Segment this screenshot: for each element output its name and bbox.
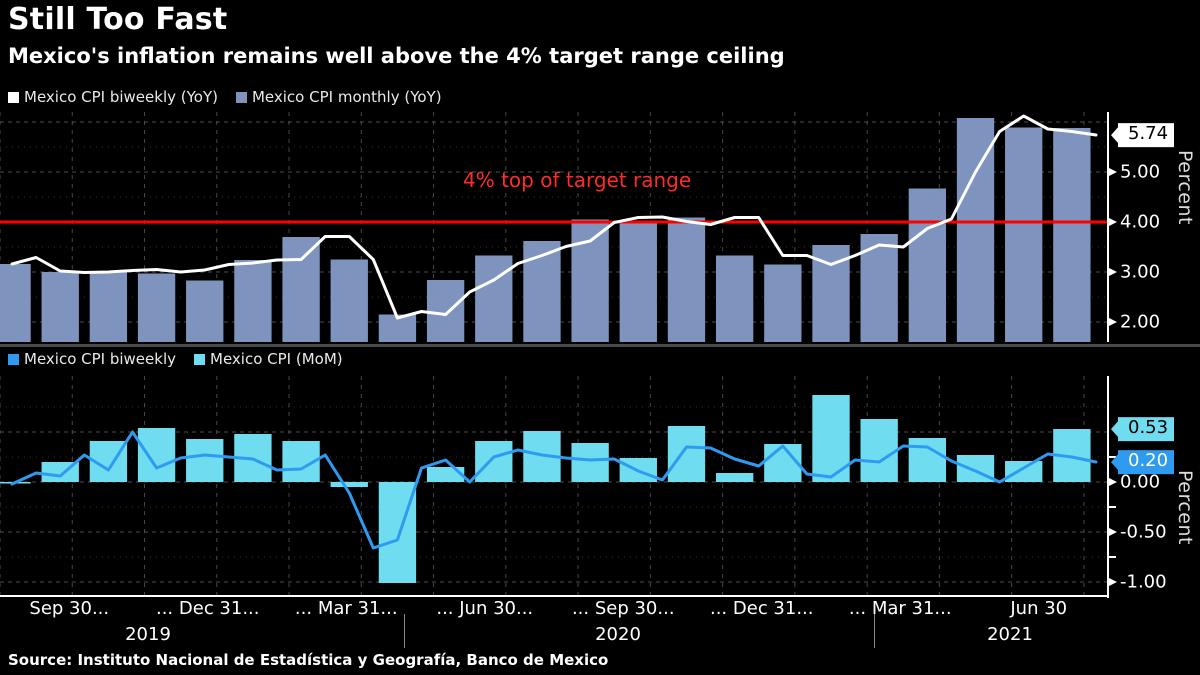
y-tick-marker <box>1109 478 1117 486</box>
legend-label: Mexico CPI monthly (YoY) <box>252 88 442 106</box>
x-tick-label: ... Mar 31... <box>849 598 952 619</box>
page-title: Still Too Fast <box>8 2 227 37</box>
legend-label: Mexico CPI (MoM) <box>210 350 343 368</box>
bar <box>668 218 705 343</box>
y-tick-marker <box>1109 268 1117 276</box>
legend-label: Mexico CPI biweekly <box>24 350 176 368</box>
y-minor-tick-marker <box>1109 506 1116 508</box>
chart-root: Still Too Fast Mexico's inflation remain… <box>0 0 1200 675</box>
top-chart-plot <box>0 112 1200 342</box>
bar <box>668 426 705 482</box>
legend-swatch-icon <box>194 354 205 365</box>
legend-swatch-icon <box>8 354 19 365</box>
bar <box>1005 461 1042 482</box>
y-tick-marker <box>1109 168 1117 176</box>
bar <box>427 467 464 482</box>
bar <box>186 281 223 343</box>
top-chart-value-callout: 5.74 <box>1118 123 1174 147</box>
x-tick-label: ... Dec 31... <box>710 598 814 619</box>
bar <box>138 428 175 482</box>
legend-monthly-yoy[interactable]: Mexico CPI monthly (YoY) <box>236 88 442 106</box>
top-chart-panel <box>0 112 1200 342</box>
bottom-chart-legend: Mexico CPI biweekly Mexico CPI (MoM) <box>8 350 343 368</box>
x-tick-label: ... Mar 31... <box>295 598 398 619</box>
y-tick-label: -1.00 <box>1120 572 1167 593</box>
bar <box>282 237 319 342</box>
x-axis-year-label: 2019 <box>125 624 171 645</box>
bar <box>861 419 898 482</box>
y-tick-label: 0.00 <box>1120 472 1160 493</box>
legend-cpi-mom[interactable]: Mexico CPI (MoM) <box>194 350 343 368</box>
bar <box>427 280 464 342</box>
top-chart-legend: Mexico CPI biweekly (YoY) Mexico CPI mont… <box>8 88 442 106</box>
x-tick-label: ... Jun 30... <box>436 598 533 619</box>
bar <box>90 271 127 342</box>
x-tick-label: ... Dec 31... <box>156 598 260 619</box>
bottom-chart-panel <box>0 376 1200 598</box>
legend-biweekly-mom[interactable]: Mexico CPI biweekly <box>8 350 176 368</box>
bar <box>186 439 223 482</box>
bar <box>331 260 368 343</box>
bar <box>475 441 512 482</box>
bar <box>716 256 753 343</box>
x-tick-label: Jun 30 <box>1010 598 1067 619</box>
page-subtitle: Mexico's inflation remains well above th… <box>8 44 785 68</box>
bar <box>620 222 657 343</box>
y-tick-label: -0.50 <box>1120 522 1167 543</box>
bottom-chart-value-callout: 0.20 <box>1118 450 1174 474</box>
bar <box>0 264 31 342</box>
y-tick-marker <box>1109 578 1117 586</box>
bar <box>909 438 946 482</box>
y-tick-label: 3.00 <box>1120 262 1200 283</box>
bar <box>42 272 79 342</box>
x-axis-year-label: 2021 <box>987 624 1033 645</box>
bottom-chart-plot <box>0 376 1200 598</box>
bar <box>475 256 512 343</box>
bar <box>716 473 753 482</box>
bar <box>571 220 608 343</box>
legend-swatch-icon <box>236 92 247 103</box>
y-tick-marker <box>1109 318 1117 326</box>
x-axis-year-separator <box>874 614 875 648</box>
bar <box>138 274 175 343</box>
target-range-annotation: 4% top of target range <box>463 168 691 192</box>
bar <box>1053 128 1090 342</box>
x-tick-label: Sep 30... <box>29 598 109 619</box>
x-axis-year-separator <box>404 614 405 648</box>
bar <box>234 260 271 342</box>
y-tick-marker <box>1109 528 1117 536</box>
legend-biweekly-yoy[interactable]: Mexico CPI biweekly (YoY) <box>8 88 218 106</box>
bar <box>909 189 946 343</box>
legend-label: Mexico CPI biweekly (YoY) <box>24 88 218 106</box>
panel-divider <box>0 344 1200 347</box>
bottom-chart-value-callout: 0.53 <box>1118 417 1174 441</box>
source-note: Source: Instituto Nacional de Estadístic… <box>8 651 608 669</box>
bar <box>571 443 608 482</box>
y-tick-label: 2.00 <box>1120 312 1200 333</box>
x-axis-year-label: 2020 <box>595 624 641 645</box>
bar <box>764 265 801 343</box>
bar <box>1005 128 1042 343</box>
legend-swatch-icon <box>8 92 19 103</box>
y-tick-marker <box>1109 218 1117 226</box>
bar <box>331 482 368 487</box>
top-chart-axis-title: Percent <box>1174 150 1196 225</box>
x-tick-label: ... Sep 30... <box>572 598 675 619</box>
y-minor-tick-marker <box>1109 556 1116 558</box>
bottom-chart-axis-title: Percent <box>1174 470 1196 545</box>
